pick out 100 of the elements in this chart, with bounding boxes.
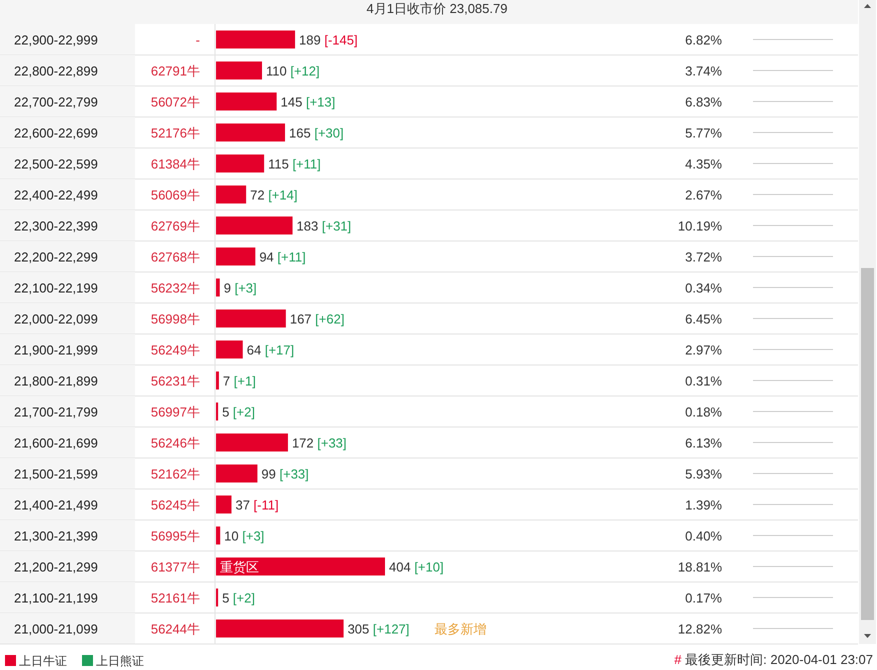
data-label: 94 [+11] <box>259 250 306 264</box>
data-label: 167 [+62] <box>290 312 344 326</box>
bar <box>216 620 344 638</box>
y-tick-label: 22,900-22,999 <box>14 32 98 48</box>
data-label: 145 [+13] <box>280 94 336 110</box>
y-tick-label: 22,600-22,699 <box>14 126 98 140</box>
data-label: 165 [+30] <box>289 126 344 140</box>
annotation: 重货区 <box>220 560 259 574</box>
text: 56995牛 <box>150 528 200 544</box>
text: # 最後更新时间: 2020-04-01 23:07 <box>674 652 873 667</box>
data-label: 189 [-145] <box>299 32 358 48</box>
data-label: 5 [+2] <box>222 404 255 420</box>
text: 2.97% <box>685 342 722 358</box>
text: 4.35% <box>685 156 722 172</box>
y-tick-label: 21,100-21,199 <box>14 590 98 606</box>
y-tick-label: 21,300-21,399 <box>14 528 98 544</box>
legend-label: 上日牛证 <box>19 654 67 668</box>
data-label: 110 [+12] <box>266 64 320 78</box>
legend-label: 上日熊证 <box>96 654 144 668</box>
data-label: 305 [+127] <box>348 622 410 636</box>
bar <box>216 30 296 48</box>
text: 62791牛 <box>150 64 200 78</box>
data-label: 115 [+11] <box>268 156 321 172</box>
data-label: 183 [+31] <box>296 218 352 234</box>
y-tick-label: 22,200-22,299 <box>14 250 98 264</box>
text: 52161牛 <box>150 590 200 606</box>
y-tick-label: 21,000-21,099 <box>14 622 98 636</box>
data-label: 172 [+33] <box>292 436 347 450</box>
text: 6.45% <box>685 312 722 326</box>
text: 1.39% <box>685 498 722 512</box>
bar <box>216 62 262 80</box>
text: 56072牛 <box>150 94 200 110</box>
bar <box>216 526 220 544</box>
data-label: 37 [-11] <box>235 498 279 512</box>
text: 56246牛 <box>150 436 200 450</box>
text: 56069牛 <box>150 188 200 202</box>
text: 56232牛 <box>150 280 200 296</box>
text: 5.77% <box>685 126 722 140</box>
data-label: 10 [+3] <box>224 528 264 544</box>
text: 52162牛 <box>150 466 200 482</box>
data-label: 404 [+10] <box>389 560 444 574</box>
text: 18.81% <box>678 560 722 574</box>
data-label: 5 [+2] <box>222 590 255 606</box>
y-tick-label: 21,500-21,599 <box>14 466 98 482</box>
bar <box>216 310 286 328</box>
text: 61377牛 <box>150 560 200 574</box>
text: 6.13% <box>685 436 722 450</box>
bar <box>216 248 256 266</box>
y-tick-label: 22,700-22,799 <box>14 94 98 110</box>
text: 52176牛 <box>150 126 200 140</box>
bar <box>216 124 286 142</box>
text: 0.18% <box>685 404 722 420</box>
bar <box>216 92 277 110</box>
bar <box>216 434 288 452</box>
text: 最多新增 <box>434 622 487 636</box>
bar <box>216 154 264 172</box>
text: 62768牛 <box>150 250 200 264</box>
data-label: 7 [+1] <box>222 374 256 388</box>
text: 6.82% <box>685 32 722 48</box>
text: 56249牛 <box>150 342 200 358</box>
text: 3.74% <box>685 64 722 78</box>
bar <box>216 216 293 234</box>
text: 56244牛 <box>150 622 200 636</box>
text: 56998牛 <box>150 312 200 326</box>
data-label: 9 [+3] <box>224 280 257 296</box>
text: 61384牛 <box>150 156 200 172</box>
bar <box>216 372 219 390</box>
bar <box>216 186 246 204</box>
y-tick-label: 21,900-21,999 <box>14 342 98 358</box>
text: 56245牛 <box>150 498 200 512</box>
text: 56997牛 <box>150 404 200 420</box>
text: 6.83% <box>685 94 722 110</box>
y-tick-label: 21,400-21,499 <box>14 498 98 512</box>
text: 56231牛 <box>150 374 200 388</box>
y-tick-label: 21,700-21,799 <box>14 404 98 420</box>
data-label: 99 [+33] <box>261 466 309 482</box>
text: 12.82% <box>678 622 722 636</box>
text: 0.34% <box>685 280 722 296</box>
text: 0.17% <box>685 590 722 606</box>
text: 3.72% <box>685 250 722 264</box>
text: 2.67% <box>685 188 722 202</box>
y-tick-label: 22,500-22,599 <box>14 156 98 172</box>
y-tick-label: 22,100-22,199 <box>14 280 98 296</box>
y-tick-label: 22,400-22,499 <box>14 188 98 202</box>
y-tick-label: 22,000-22,099 <box>14 312 98 326</box>
bar <box>216 558 385 576</box>
data-label: 72 [+14] <box>250 188 298 202</box>
text: 5.93% <box>685 466 722 482</box>
bar <box>216 464 258 482</box>
y-tick-label: 22,300-22,399 <box>14 218 98 234</box>
y-tick-label: 21,200-21,299 <box>14 560 98 574</box>
text: 10.19% <box>678 218 722 234</box>
text: 0.31% <box>685 374 722 388</box>
text: 0.40% <box>685 528 722 544</box>
bar <box>216 278 220 296</box>
text: 62769牛 <box>150 218 200 234</box>
bar <box>216 496 232 514</box>
bar <box>216 340 243 358</box>
text: 4月1日收市价 23,085.79 <box>366 1 508 16</box>
data-label: 64 [+17] <box>246 342 294 358</box>
